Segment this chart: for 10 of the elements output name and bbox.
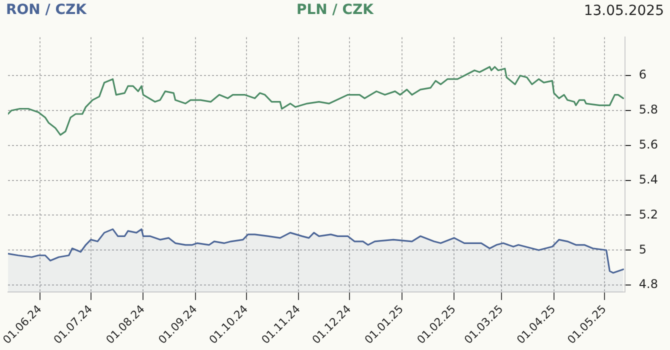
y-tick-label: 5: [638, 242, 647, 256]
y-tick-label: 5.4: [638, 172, 658, 186]
text: RON / CZK: [6, 2, 87, 18]
text: 13.05.2025: [584, 3, 664, 19]
y-tick-label: 5.2: [638, 207, 658, 222]
y-tick-label: 5.6: [638, 138, 658, 152]
text: PLN / CZK: [296, 2, 374, 18]
y-tick-label: 6: [638, 68, 647, 82]
y-tick-label: 5.8: [638, 102, 658, 117]
y-tick-label: 4.8: [638, 277, 658, 292]
